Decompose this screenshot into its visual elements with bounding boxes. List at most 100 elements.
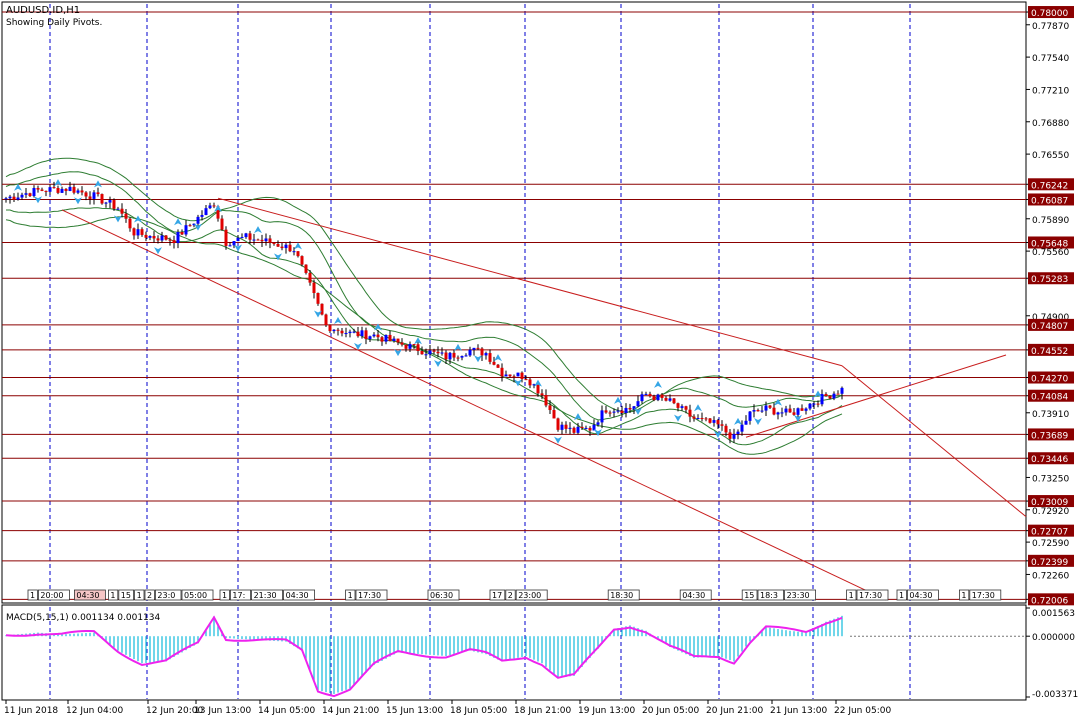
candle-body: [384, 334, 388, 342]
candle-body: [528, 379, 532, 386]
pivot-price-tag: [1028, 554, 1074, 567]
fractal-arrow: [514, 379, 522, 387]
candle-body: [160, 235, 164, 241]
candle-body: [72, 186, 76, 193]
session-label: 1: [137, 591, 142, 600]
candle-body: [360, 330, 364, 337]
candle-body: [576, 426, 580, 433]
session-box: [108, 589, 119, 601]
candle-body: [156, 238, 160, 241]
candle-body: [108, 200, 112, 203]
fractal-arrow: [414, 337, 422, 345]
candle-body: [672, 398, 676, 404]
candle-body: [260, 239, 264, 242]
pivot-price-tag: [1028, 193, 1074, 206]
session-box: [27, 589, 38, 601]
candle-body: [684, 406, 688, 410]
session-box: [38, 589, 70, 601]
fractal-arrow: [714, 431, 722, 439]
candle-body: [104, 202, 108, 204]
time-tick-label: 15 Jun 13:00: [386, 706, 443, 716]
candle-body: [448, 352, 452, 360]
time-tick-label: 14 Jun 05:00: [258, 706, 315, 716]
price-tick-label: 0.75560: [1032, 248, 1069, 258]
session-label: 1: [110, 591, 115, 600]
candle-body: [804, 408, 808, 411]
candle-body: [532, 384, 536, 386]
candle-body: [696, 418, 700, 420]
candle-body: [700, 418, 704, 420]
candle-body: [16, 197, 20, 200]
candle-body: [840, 387, 844, 394]
session-box: [134, 589, 145, 601]
session-box: [219, 589, 230, 601]
candle-body: [508, 374, 512, 377]
candle-body: [396, 338, 400, 343]
candle-body: [784, 408, 788, 413]
fractal-arrow: [614, 396, 622, 404]
candle-body: [520, 372, 524, 380]
candle-body: [164, 235, 168, 240]
fractal-arrow: [374, 323, 382, 331]
candle-body: [152, 235, 156, 239]
session-box: [345, 589, 356, 601]
candle-body: [28, 193, 32, 197]
session-label: 04:30: [76, 591, 99, 600]
fractal-arrow: [674, 414, 682, 422]
macd-title: MACD(5,15,1) 0.001134 0.001134: [6, 613, 161, 623]
candle-body: [212, 205, 216, 207]
fractal-arrow: [254, 226, 262, 234]
candle-body: [500, 367, 504, 377]
candle-body: [68, 186, 72, 191]
pivot-price-label: 0.74807: [1031, 322, 1068, 332]
channel-lower-line: [61, 209, 887, 601]
candle-body: [216, 206, 220, 219]
band-line: [6, 207, 843, 446]
candle-body: [656, 394, 660, 401]
candle-body: [652, 396, 656, 401]
candle-body: [204, 208, 208, 215]
candle-body: [56, 187, 60, 193]
price-panel-frame: [1, 1, 1027, 604]
candle-body: [772, 407, 776, 415]
fractal-arrow: [794, 414, 802, 422]
pivot-price-tag: [1028, 389, 1074, 402]
candle-body: [292, 251, 296, 253]
time-tick-label: 12 Jun 20:00: [146, 706, 203, 716]
time-tick-label: 13 Jun 13:00: [194, 706, 251, 716]
time-tick-label: 14 Jun 21:00: [322, 706, 379, 716]
session-label: 23:00: [518, 591, 541, 600]
fractal-arrow: [14, 183, 22, 191]
pivot-price-tag: [1028, 318, 1074, 331]
session-box: [896, 589, 907, 601]
session-box: [856, 589, 889, 601]
session-label: 20:00: [40, 591, 63, 600]
candle-body: [264, 238, 268, 242]
envelope-bands: [5, 157, 843, 455]
candle-body: [408, 344, 412, 349]
session-box: [355, 589, 388, 601]
candle-body: [24, 193, 28, 195]
candle-body: [832, 393, 836, 399]
candle-body: [40, 189, 44, 191]
pivot-price-label: 0.76242: [1031, 181, 1068, 191]
band-line: [5, 157, 843, 413]
session-label: 2: [147, 591, 152, 600]
candle-body: [368, 336, 372, 340]
candle-body: [636, 401, 640, 407]
candle-body: [748, 411, 752, 421]
fractal-arrow: [694, 404, 702, 412]
candle-body: [388, 334, 392, 341]
pivot-price-label: 0.72399: [1031, 558, 1068, 568]
candle-body: [712, 420, 716, 423]
candle-body: [588, 427, 592, 431]
candle-body: [620, 410, 624, 414]
candle-body: [20, 194, 24, 198]
session-label: 17:: [232, 591, 245, 600]
pivot-price-tag: [1028, 593, 1074, 606]
session-box: [229, 589, 251, 601]
fractal-arrow: [294, 242, 302, 250]
